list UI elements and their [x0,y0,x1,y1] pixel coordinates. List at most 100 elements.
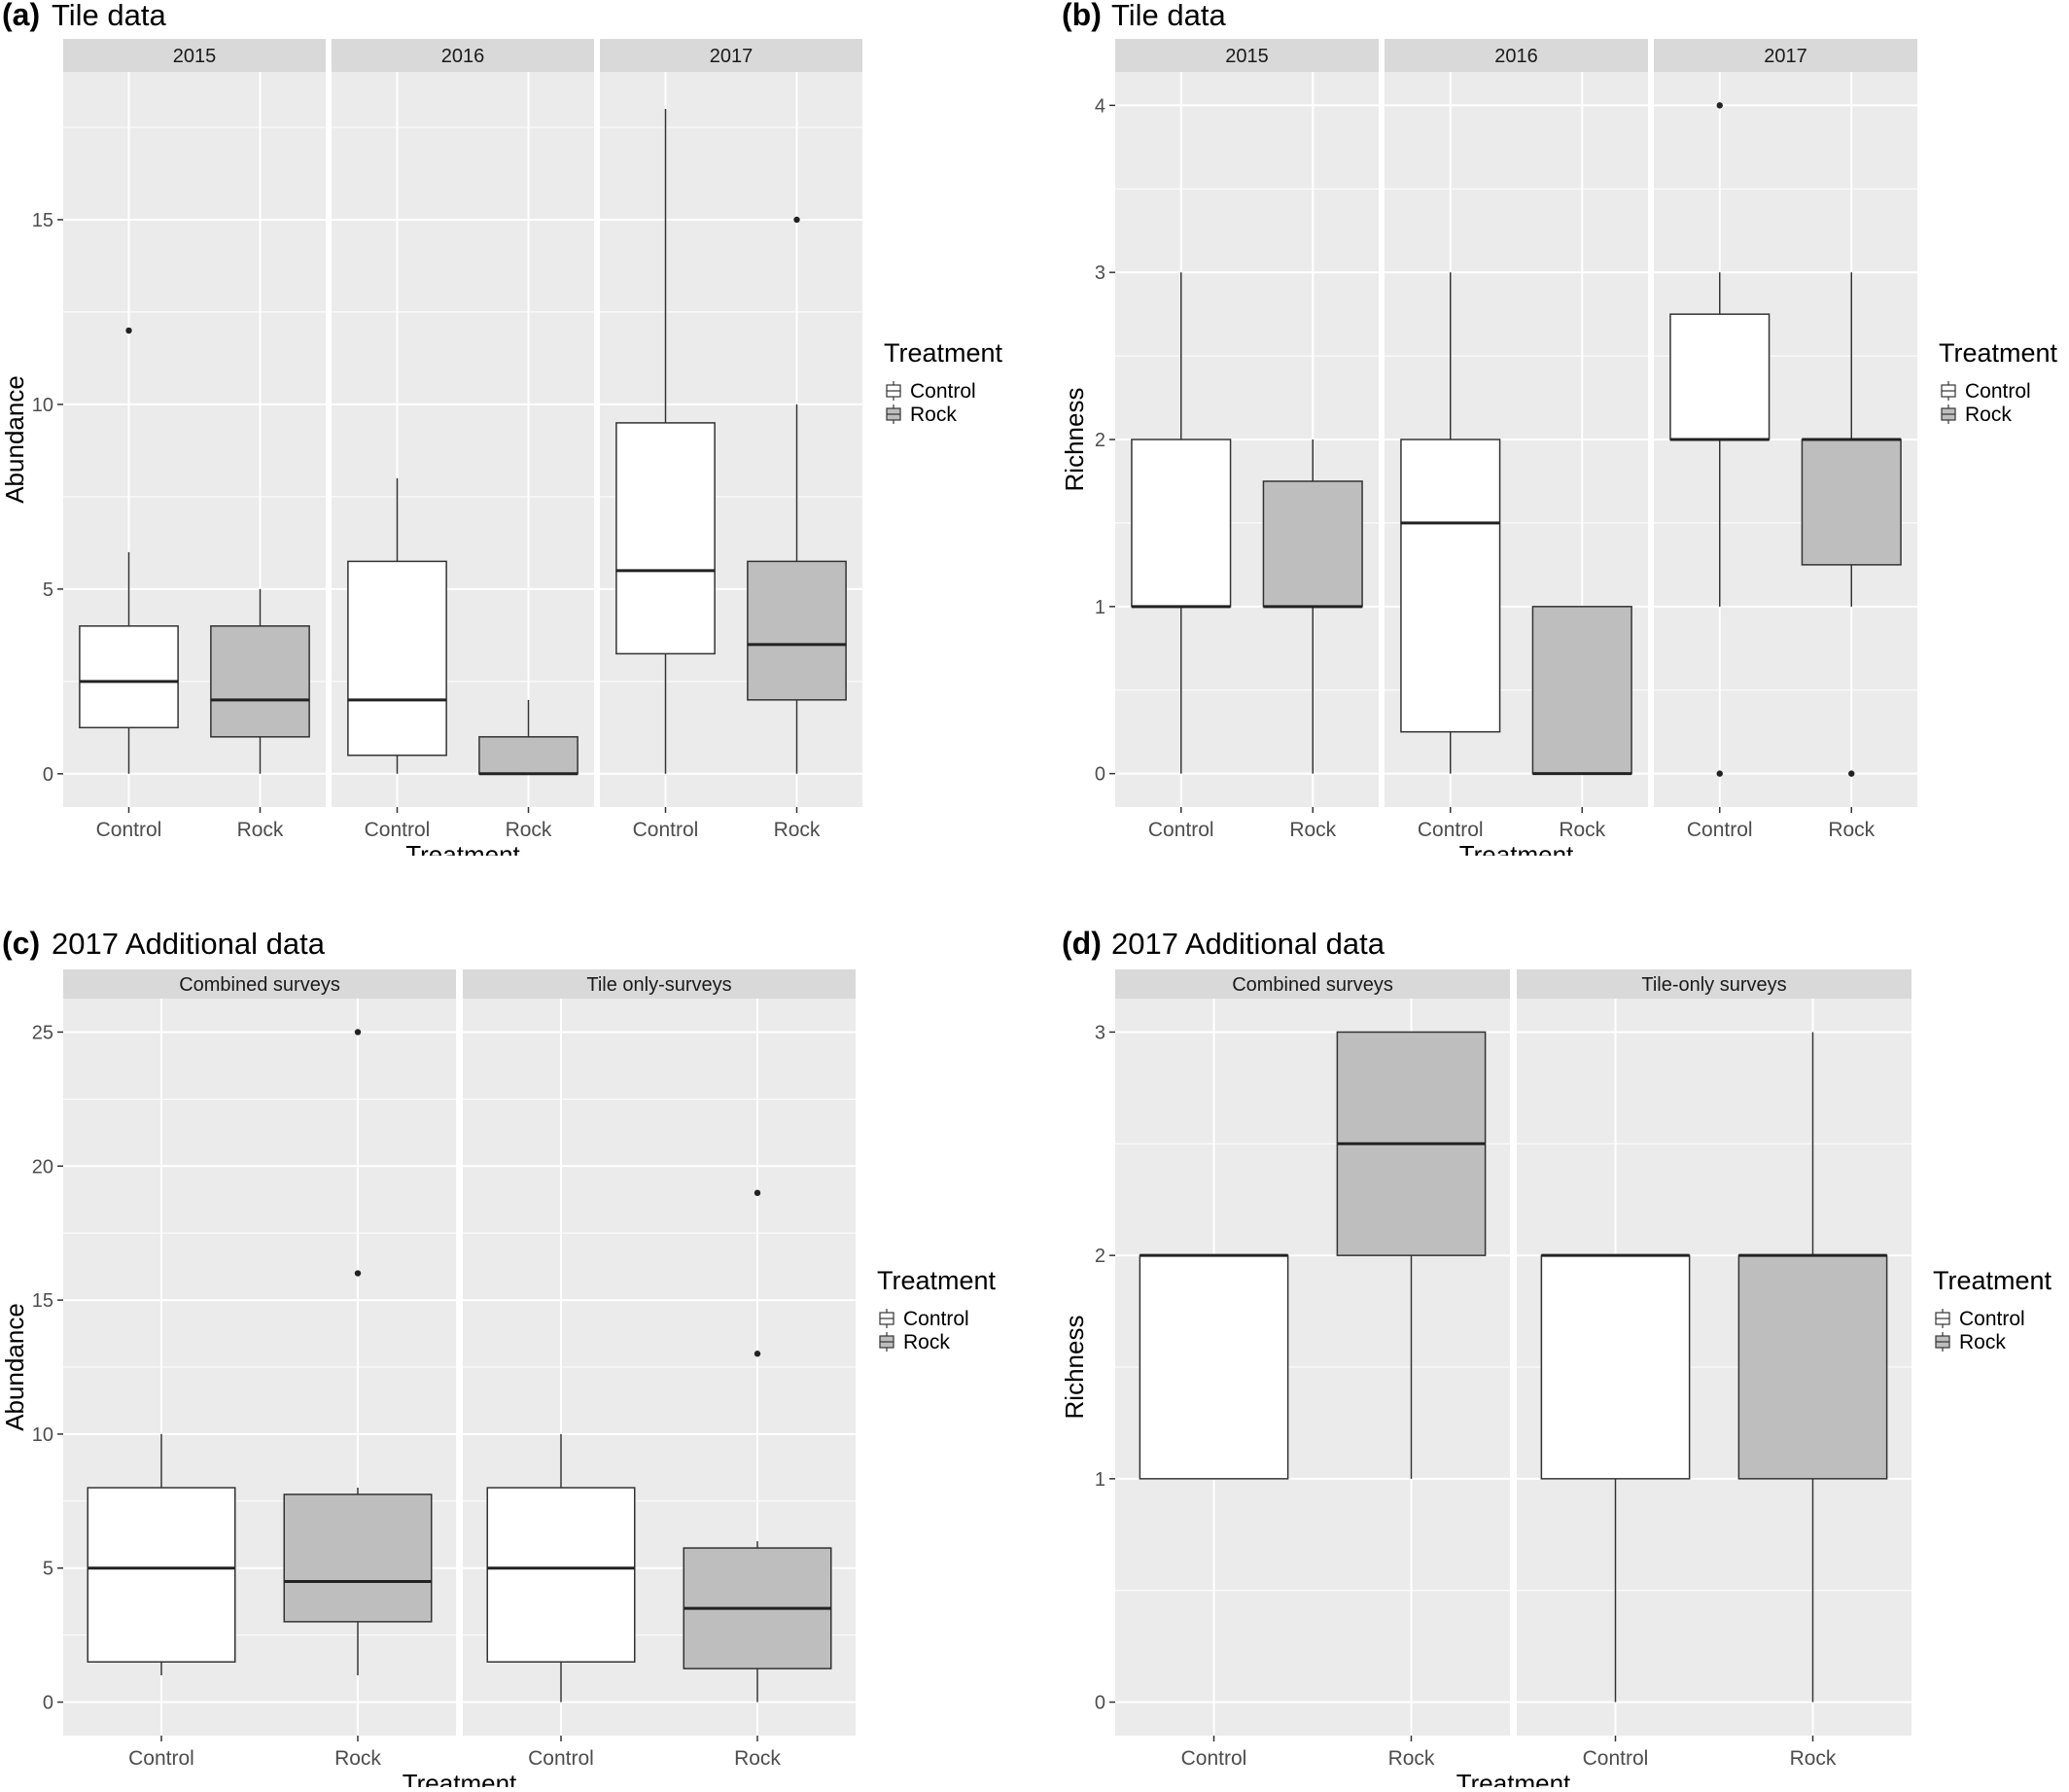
x-axis-label: Treatment [1456,1769,1571,1787]
x-tick-label: Control [1181,1747,1247,1770]
outlier-point [354,1029,362,1036]
x-axis-label: Treatment [1459,840,1574,856]
x-tick-label: Rock [1388,1747,1435,1770]
x-tick-label: Rock [506,819,552,841]
facet-strip [1115,39,1379,72]
outlier-point [1716,102,1723,109]
y-tick-label: 1 [1095,1469,1105,1491]
box-control [1131,439,1232,608]
outlier-point [354,1270,362,1277]
facet-strip [1517,969,1911,999]
legend-label-control: Control [903,1308,969,1330]
legend-title: Treatment [877,1266,997,1295]
facet-strip [332,39,594,72]
box-rock [1531,606,1632,775]
legend-label-rock: Rock [1959,1331,2006,1353]
panel-title: 2017 Additional data [52,929,326,961]
facet-strip [463,969,856,999]
chart-d: (d) 2017 Additional data Richness 0 1 2 3 Combi… [1060,926,2052,1792]
x-tick-label: Rock [1559,819,1605,841]
x-tick-label: Control [1418,819,1484,841]
panel-title: Tile data [1111,0,1227,32]
y-tick-label: 5 [43,580,53,601]
facet-strip [63,969,456,999]
y-tick-label: 0 [1095,764,1105,786]
y-tick-label: 15 [32,1290,53,1312]
y-tick-label: 4 [1095,95,1105,117]
x-axis-label: Treatment [405,840,520,856]
panel-d: (d) 2017 Additional data Richness 0 1 2 3 Combi… [1060,926,2069,1792]
outlier-point [754,1189,761,1197]
y-tick-label: 5 [43,1559,53,1580]
outlier-point [125,327,132,334]
facet-strip [63,39,326,72]
y-tick-label: 10 [32,1424,53,1446]
box-rock [283,1493,433,1623]
panel-letter: (b) [1062,0,1102,32]
box-control [79,625,179,729]
box-rock [1737,1254,1888,1480]
panel-title: 2017 Additional data [1111,929,1385,961]
y-tick-label: 1 [1095,597,1105,618]
outlier-point [793,216,800,224]
box-control [1139,1254,1289,1480]
y-axis-label: Richness [1060,1316,1089,1420]
legend-title: Treatment [1933,1266,2052,1295]
y-tick-label: 2 [1095,430,1105,451]
facet-strip-label: 2016 [1494,46,1538,67]
outlier-point [1848,770,1855,777]
y-tick-label: 0 [1095,1693,1105,1714]
y-axis-label: Richness [1060,388,1089,492]
facet-strip [1654,39,1917,72]
box-control [347,560,447,756]
legend-title: Treatment [1939,338,2058,368]
x-tick-label: Control [96,819,162,841]
box-control [87,1487,236,1663]
facet-strip-label: 2016 [441,46,485,67]
facet-strip [1115,969,1510,999]
x-tick-label: Rock [237,819,284,841]
y-tick-label: 3 [1095,263,1105,284]
legend-label-control: Control [1965,380,2031,403]
facet-strip-label: 2015 [1225,46,1269,67]
y-tick-label: 0 [43,764,53,786]
x-tick-label: Control [1148,819,1214,841]
x-tick-label: Control [365,819,431,841]
y-tick-label: 15 [32,210,53,231]
panel-letter: (c) [2,929,40,961]
x-tick-label: Control [1687,819,1753,841]
x-tick-label: Control [1583,1747,1649,1770]
panel-a: (a) Tile data Abundance 0 5 10 15 2015 Control Ro… [0,0,1011,869]
x-tick-label: Rock [1828,819,1875,841]
y-tick-label: 20 [32,1156,53,1177]
x-tick-label: Control [633,819,699,841]
box-rock [747,560,847,701]
y-tick-label: 2 [1095,1246,1105,1267]
facet-strip-label: Combined surveys [179,974,340,996]
x-tick-label: Rock [774,819,821,841]
facet-strip-label: Tile-only surveys [1641,974,1786,996]
x-tick-label: Rock [1790,1747,1837,1770]
y-tick-label: 0 [43,1693,53,1714]
panel-title: Tile data [52,0,167,32]
x-tick-label: Rock [1289,819,1336,841]
legend-label-rock: Rock [1965,404,2012,426]
x-tick-label: Rock [734,1747,781,1770]
box-control [615,422,716,655]
x-axis-label: Treatment [403,1769,517,1787]
outlier-point [1716,770,1723,777]
chart-c: (c) 2017 Additional data Abundance 0 5 10 15 20… [0,926,997,1792]
box-control [1669,313,1771,440]
y-tick-label: 25 [32,1022,53,1043]
facet-strip-label: 2017 [1764,46,1807,67]
box-control [1400,439,1501,733]
facet-strip-label: 2017 [710,46,754,67]
box-rock [1801,439,1902,566]
legend-label-control: Control [910,380,976,403]
panel-letter: (a) [2,0,40,32]
box-control [1540,1254,1691,1480]
outlier-point [754,1351,761,1357]
facet-strip [1385,39,1648,72]
y-axis-label: Abundance [0,375,29,504]
y-axis-label: Abundance [0,1303,29,1431]
